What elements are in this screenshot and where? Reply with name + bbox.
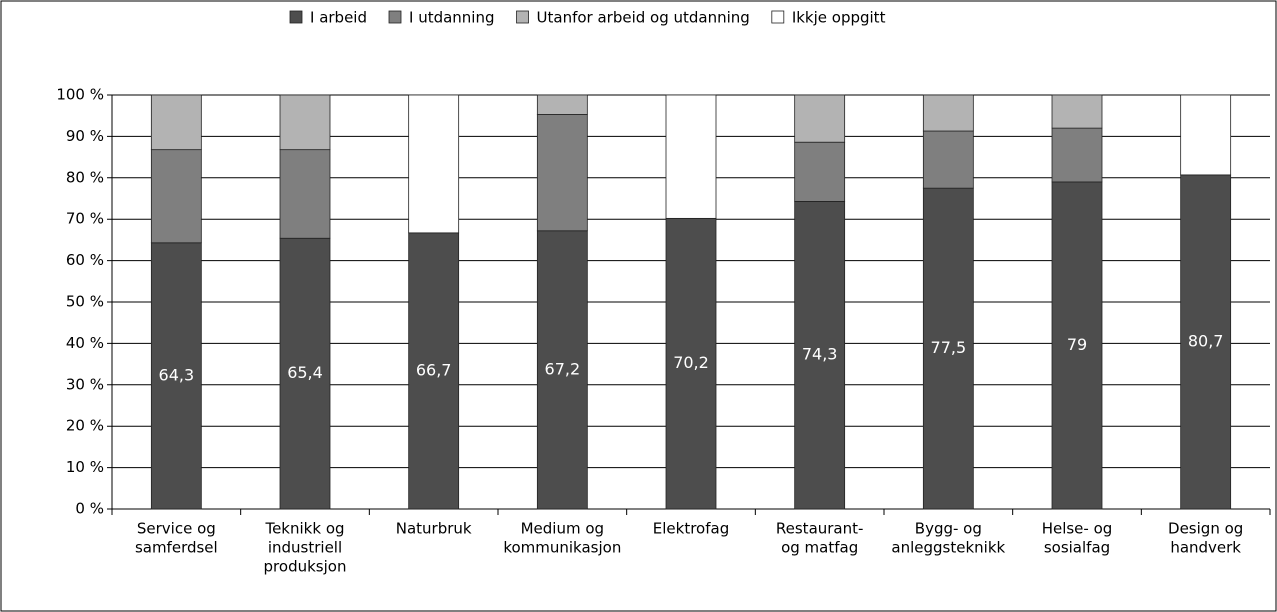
x-tick-label: Elektrofag — [653, 520, 729, 538]
bar-segment — [1051, 181, 1103, 510]
bar-segment — [1051, 127, 1103, 183]
y-tick-label: 0 % — [75, 500, 104, 518]
x-tick-label: samferdsel — [135, 539, 218, 557]
bar-segment — [1180, 94, 1232, 176]
value-label: 66,7 — [416, 360, 452, 379]
value-label: 64,3 — [159, 365, 195, 384]
bar-segment — [408, 94, 460, 234]
y-tick-label: 40 % — [66, 334, 104, 352]
value-label: 65,4 — [287, 363, 323, 382]
legend-label: Utanfor arbeid og utdanning — [537, 9, 750, 27]
bar-segment — [922, 130, 974, 189]
legend-swatch — [516, 10, 529, 24]
x-tick-label: handverk — [1170, 539, 1241, 557]
bar-segment — [279, 237, 331, 510]
y-tick-label: 10 % — [66, 458, 104, 476]
bar-segment — [665, 217, 717, 510]
y-tick-label: 70 % — [66, 210, 104, 228]
y-tick-label: 30 % — [66, 375, 104, 393]
bar-segment — [922, 94, 974, 132]
value-label: 70,2 — [673, 353, 709, 372]
legend-swatch — [771, 10, 785, 24]
x-tick-label: industriell — [268, 539, 342, 557]
x-tick-label: anleggsteknikk — [891, 539, 1005, 557]
legend-swatch — [289, 10, 303, 24]
bar-segment — [1051, 94, 1103, 129]
x-tick-label: og matfag — [781, 539, 858, 557]
value-label: 77,5 — [931, 338, 967, 357]
bar-segment — [794, 200, 846, 510]
value-label: 67,2 — [545, 359, 581, 378]
value-label: 80,7 — [1188, 331, 1224, 350]
y-tick-label: 50 % — [66, 293, 104, 311]
bar-segment — [150, 94, 202, 151]
x-tick-label: sosialfag — [1044, 539, 1110, 557]
bar-segment — [794, 141, 846, 202]
x-tick-label: Restaurant- — [776, 520, 864, 538]
y-tick-label: 100 % — [56, 86, 104, 104]
x-tick-label: Design og — [1168, 520, 1243, 538]
bar-segment — [536, 94, 588, 115]
value-label: 74,3 — [802, 345, 838, 364]
bar-segment — [279, 94, 331, 151]
bar-segment — [279, 149, 331, 239]
x-tick-label: Naturbruk — [396, 520, 472, 538]
bar-segment — [794, 94, 846, 143]
bar-segment — [1180, 174, 1232, 510]
x-tick-label: kommunikasjon — [503, 539, 621, 557]
y-tick-label: 90 % — [66, 127, 104, 145]
y-tick-label: 80 % — [66, 168, 104, 186]
legend-label: I utdanning — [409, 9, 495, 27]
x-tick-label: Teknikk og — [264, 520, 344, 538]
value-label: 79 — [1067, 335, 1087, 354]
bar-segment — [536, 230, 588, 510]
x-tick-label: Service og — [137, 520, 216, 538]
legend-label: I arbeid — [310, 9, 367, 27]
legend-swatch — [388, 10, 402, 24]
bar-segment — [665, 94, 717, 219]
x-tick-label: Bygg- og — [915, 520, 982, 538]
bar-segment — [150, 149, 202, 244]
x-tick-label: Medium og — [521, 520, 604, 538]
x-tick-label: Helse- og — [1042, 520, 1113, 538]
bar-segment — [536, 114, 588, 232]
bar-segment — [150, 242, 202, 510]
x-tick-label: produksjon — [264, 558, 347, 576]
y-tick-label: 20 % — [66, 417, 104, 435]
y-tick-label: 60 % — [66, 251, 104, 269]
legend-label: Ikkje oppgitt — [792, 9, 886, 27]
